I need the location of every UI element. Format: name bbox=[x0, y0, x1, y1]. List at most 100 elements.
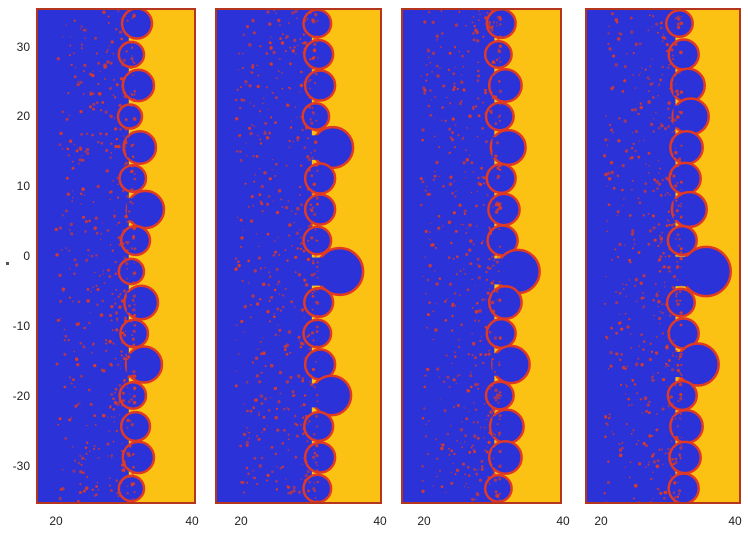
finger-lobe bbox=[483, 40, 513, 69]
interface-speckle bbox=[309, 118, 312, 121]
interface-speckle bbox=[656, 336, 658, 338]
panel-frame bbox=[585, 8, 741, 504]
interface-speckle bbox=[492, 157, 494, 159]
interface-speckle bbox=[436, 64, 439, 68]
interface-speckle bbox=[444, 319, 448, 322]
interface-speckle bbox=[476, 383, 479, 386]
interface-speckle bbox=[480, 465, 484, 468]
interface-speckle bbox=[679, 247, 683, 251]
interface-speckle bbox=[495, 345, 499, 349]
interface-speckle bbox=[257, 437, 261, 441]
interface-speckle bbox=[631, 179, 634, 182]
interface-speckle bbox=[312, 339, 315, 342]
interface-speckle bbox=[661, 65, 665, 69]
interface-speckle bbox=[309, 203, 313, 206]
interface-speckle bbox=[487, 24, 490, 26]
interface-speckle bbox=[281, 465, 284, 469]
interface-speckle bbox=[634, 362, 639, 367]
interface-speckle bbox=[120, 350, 123, 353]
interface-speckle bbox=[68, 249, 71, 252]
interface-speckle bbox=[119, 221, 121, 223]
interface-speckle bbox=[133, 394, 136, 398]
interface-speckle bbox=[652, 15, 655, 18]
interface-speckle bbox=[253, 180, 256, 183]
interface-speckle bbox=[447, 220, 452, 225]
interface-speckle bbox=[465, 417, 469, 421]
interface-speckle bbox=[634, 42, 639, 47]
interface-speckle bbox=[657, 182, 662, 186]
interface-speckle bbox=[661, 332, 664, 335]
interface-speckle bbox=[649, 82, 653, 86]
interface-speckle bbox=[463, 209, 467, 213]
interface-speckle bbox=[123, 319, 128, 323]
interface-speckle bbox=[268, 299, 271, 302]
interface-speckle bbox=[626, 53, 628, 55]
interface-speckle bbox=[256, 302, 260, 306]
interface-speckle bbox=[498, 80, 501, 83]
interface-speckle bbox=[488, 268, 491, 270]
interface-speckle bbox=[249, 219, 254, 223]
interface-speckle bbox=[618, 291, 622, 295]
interface-speckle bbox=[668, 171, 673, 176]
interface-speckle bbox=[80, 47, 83, 50]
interface-speckle bbox=[299, 38, 302, 40]
interface-speckle bbox=[245, 443, 249, 447]
interface-speckle bbox=[122, 380, 125, 383]
interface-speckle bbox=[289, 351, 292, 354]
interface-speckle bbox=[71, 190, 74, 192]
interface-speckle bbox=[58, 273, 62, 278]
interface-speckle bbox=[256, 483, 259, 486]
interface-speckle bbox=[467, 50, 470, 53]
interface-speckle bbox=[661, 311, 664, 315]
interface-speckle bbox=[294, 212, 297, 216]
interface-speckle bbox=[125, 345, 128, 347]
interface-speckle bbox=[678, 110, 681, 113]
interface-speckle bbox=[679, 352, 683, 357]
interface-speckle bbox=[668, 255, 671, 258]
interface-speckle bbox=[489, 228, 492, 231]
interface-speckle bbox=[439, 469, 441, 472]
interface-speckle bbox=[74, 386, 76, 388]
interface-speckle bbox=[467, 353, 470, 356]
interface-speckle bbox=[679, 256, 683, 261]
interface-speckle bbox=[93, 364, 97, 368]
interface-speckle bbox=[495, 290, 499, 293]
interface-speckle bbox=[109, 244, 112, 246]
interface-speckle bbox=[65, 176, 69, 180]
interface-speckle bbox=[637, 357, 640, 360]
interface-speckle bbox=[278, 328, 282, 332]
interface-speckle bbox=[498, 317, 502, 321]
interface-speckle bbox=[266, 310, 270, 314]
interface-speckle bbox=[486, 194, 489, 197]
interface-speckle bbox=[276, 428, 280, 432]
interface-speckle bbox=[615, 290, 618, 294]
interface-speckle bbox=[130, 165, 134, 168]
x-tick-40-panel-1: 40 bbox=[185, 514, 199, 528]
interface-speckle bbox=[485, 450, 489, 454]
finger-neck bbox=[309, 293, 319, 312]
interface-speckle bbox=[280, 41, 285, 45]
interface-speckle bbox=[100, 239, 102, 241]
interface-speckle bbox=[131, 272, 133, 274]
interface-speckle bbox=[296, 116, 298, 118]
interface-speckle bbox=[80, 25, 83, 27]
interface-speckle bbox=[421, 416, 425, 420]
interface-speckle bbox=[453, 85, 456, 89]
interface-speckle bbox=[650, 454, 654, 458]
interface-speckle bbox=[316, 400, 319, 403]
interface-speckle bbox=[476, 30, 479, 34]
interface-speckle bbox=[235, 257, 237, 260]
interface-speckle bbox=[294, 271, 297, 274]
interface-speckle bbox=[604, 435, 607, 439]
interface-speckle bbox=[266, 425, 268, 427]
interface-speckle bbox=[642, 274, 646, 278]
interface-speckle bbox=[274, 452, 277, 456]
interface-speckle bbox=[668, 248, 670, 251]
interface-speckle bbox=[657, 187, 659, 190]
interface-speckle bbox=[652, 82, 655, 84]
interface-speckle bbox=[660, 125, 662, 127]
interface-speckle bbox=[621, 90, 625, 93]
x-tick-20-panel-2: 20 bbox=[234, 514, 248, 528]
interface-speckle bbox=[263, 397, 268, 401]
interface-speckle bbox=[243, 403, 245, 405]
